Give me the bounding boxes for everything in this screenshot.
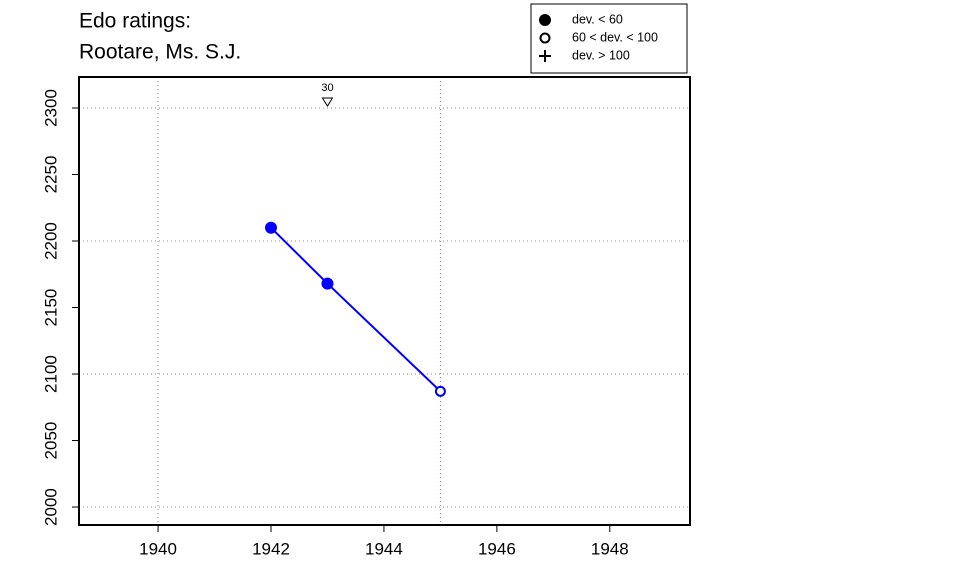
y-tick-label: 2250 [41,156,60,194]
x-tick-label: 1946 [478,539,516,558]
x-tick-label: 1948 [591,539,629,558]
legend-label: dev. > 100 [572,48,630,62]
annotation-marker [321,97,334,107]
y-tick-label: 2200 [41,222,60,260]
marker [264,221,277,234]
series-line [270,226,442,393]
marker [539,32,551,44]
y-tick-label: 2150 [41,289,60,327]
legend-box [530,3,688,74]
legend-label: dev. < 60 [572,12,623,26]
legend-label: 60 < dev. < 100 [572,30,658,44]
y-tick-label: 2100 [41,355,60,393]
y-tick-label: 2050 [41,422,60,460]
y-tick-label: 2000 [41,488,60,526]
chart-title: Edo ratings: [79,10,191,33]
annotation-label: 30 [321,82,333,94]
plot-frame [78,76,691,526]
y-tick-label: 2300 [41,89,60,127]
marker [539,50,551,62]
x-tick-label: 1944 [365,539,403,558]
x-tick-label: 1942 [252,539,290,558]
marker [434,385,446,397]
marker [321,277,334,290]
marker [539,14,551,26]
chart-title: Rootare, Ms. S.J. [79,41,241,64]
x-tick-label: 1940 [139,539,177,558]
